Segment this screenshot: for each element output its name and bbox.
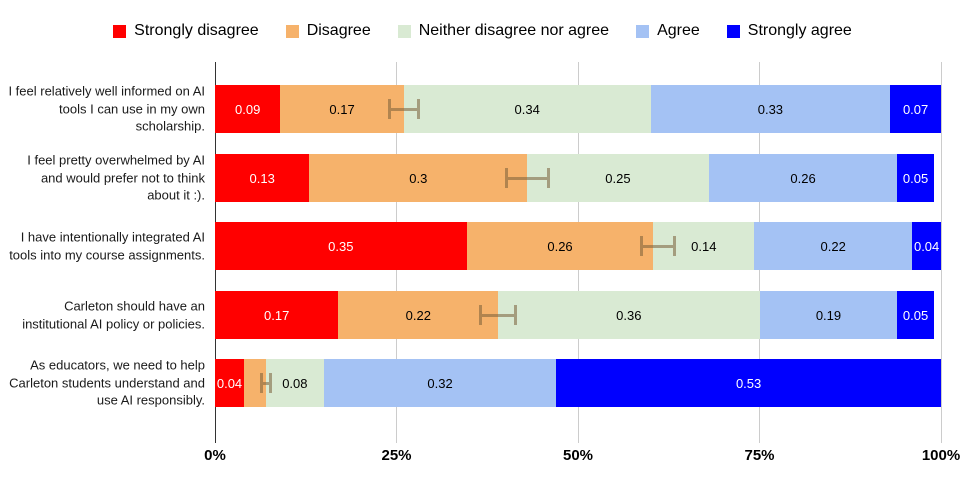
bar-segment-strongly-agree[interactable]: 0.07 bbox=[890, 85, 941, 133]
segment-value-label: 0.04 bbox=[216, 375, 243, 391]
bar-segment-disagree[interactable]: 0.22 bbox=[338, 291, 499, 339]
legend-swatch-icon bbox=[726, 24, 740, 38]
segment-value-label: 0.22 bbox=[820, 238, 846, 254]
category-label: I feel relatively well informed on AI to… bbox=[8, 83, 205, 134]
segment-value-label: 0.36 bbox=[616, 307, 642, 323]
chart-legend: Strongly disagree Disagree Neither disagre… bbox=[0, 18, 965, 44]
category-label: Carleton should have an institutional AI… bbox=[22, 298, 205, 331]
category-label: I feel pretty overwhelmed by AI and woul… bbox=[27, 152, 205, 203]
legend-item-neither-disagree-nor-agree[interactable]: Neither disagree nor agree bbox=[397, 22, 610, 40]
bar-segment-disagree[interactable]: 0.3 bbox=[309, 154, 528, 202]
segment-value-label: 0.26 bbox=[547, 238, 573, 254]
segment-value-label: 0.33 bbox=[757, 101, 784, 117]
bar-segment-neither-disagree-nor-agree[interactable]: 0.14 bbox=[653, 222, 755, 270]
segment-value-label: 0.26 bbox=[790, 170, 816, 186]
bar-segment-agree[interactable]: 0.26 bbox=[708, 154, 898, 202]
legend-swatch-icon bbox=[113, 24, 127, 38]
segment-value-label: 0.04 bbox=[913, 238, 940, 254]
bar-segment-disagree[interactable]: 0.17 bbox=[280, 85, 404, 133]
legend-item-strongly-disagree[interactable]: Strongly disagree bbox=[113, 22, 259, 40]
bar-segment-strongly-agree[interactable]: 0.04 bbox=[912, 222, 941, 270]
bar-segment-agree[interactable]: 0.33 bbox=[650, 85, 891, 133]
segment-value-label: 0.17 bbox=[264, 307, 290, 323]
category-label: As educators, we need to help Carleton s… bbox=[9, 357, 205, 408]
bar-segment-disagree[interactable] bbox=[244, 359, 266, 407]
legend-label: Agree bbox=[657, 22, 700, 39]
segment-value-label: 0.25 bbox=[605, 170, 631, 186]
legend-label: Strongly disagree bbox=[134, 22, 259, 39]
bar-segment-disagree[interactable]: 0.26 bbox=[466, 222, 654, 270]
segment-value-label: 0.14 bbox=[691, 238, 717, 254]
bar-segment-agree[interactable]: 0.32 bbox=[323, 359, 557, 407]
legend-swatch-icon bbox=[397, 24, 411, 38]
bar-segment-neither-disagree-nor-agree[interactable]: 0.08 bbox=[265, 359, 324, 407]
segment-value-label: 0.19 bbox=[815, 307, 842, 323]
segment-value-label: 0.34 bbox=[514, 101, 540, 117]
bar-segment-neither-disagree-nor-agree[interactable]: 0.34 bbox=[403, 85, 651, 133]
legend-label: Neither disagree nor agree bbox=[418, 22, 610, 39]
segment-value-label: 0.3 bbox=[409, 170, 428, 186]
bar-row: 0.04 0.08 0.32 0.53 bbox=[215, 359, 941, 407]
segment-value-label: 0.08 bbox=[282, 375, 308, 391]
segment-value-label: 0.05 bbox=[902, 170, 929, 186]
x-axis-tick-label: 75% bbox=[744, 447, 775, 464]
segment-value-label: 0.53 bbox=[735, 375, 762, 391]
x-axis-tick-label: 100% bbox=[921, 447, 961, 464]
bar-segment-strongly-disagree[interactable]: 0.13 bbox=[215, 154, 310, 202]
x-axis-tick-label: 25% bbox=[381, 447, 412, 464]
legend-label: Disagree bbox=[306, 22, 371, 39]
x-axis-tick-label: 50% bbox=[562, 447, 594, 464]
legend-label: Strongly agree bbox=[747, 22, 852, 39]
bar-segment-strongly-disagree[interactable]: 0.35 bbox=[215, 222, 467, 270]
segment-value-label: 0.05 bbox=[902, 307, 929, 323]
bar-segment-strongly-disagree[interactable]: 0.09 bbox=[215, 85, 281, 133]
segment-value-label: 0.35 bbox=[328, 238, 354, 254]
bar-row: 0.13 0.3 0.25 0.26 0.05 bbox=[215, 154, 941, 202]
bar-segment-agree[interactable]: 0.19 bbox=[759, 291, 898, 339]
segment-value-label: 0.13 bbox=[249, 170, 275, 186]
legend-item-strongly-agree[interactable]: Strongly agree bbox=[726, 22, 852, 40]
bar-segment-strongly-disagree[interactable]: 0.17 bbox=[215, 291, 339, 339]
bar-segment-strongly-agree[interactable]: 0.53 bbox=[556, 359, 941, 407]
bar-segment-strongly-disagree[interactable]: 0.04 bbox=[215, 359, 245, 407]
x-axis-tick-label: 0% bbox=[204, 447, 226, 464]
category-label: I have intentionally integrated AI tools… bbox=[9, 229, 205, 262]
bar-segment-neither-disagree-nor-agree[interactable]: 0.25 bbox=[527, 154, 709, 202]
bar-row: 0.35 0.26 0.14 0.22 0.04 bbox=[215, 222, 941, 270]
bar-segment-strongly-agree[interactable]: 0.05 bbox=[897, 154, 934, 202]
bar-row: 0.17 0.22 0.36 0.19 0.05 bbox=[215, 291, 941, 339]
segment-value-label: 0.32 bbox=[427, 375, 453, 391]
segment-value-label: 0.07 bbox=[902, 101, 929, 117]
legend-swatch-icon bbox=[285, 24, 299, 38]
bar-row: 0.09 0.17 0.34 0.33 0.07 bbox=[215, 85, 941, 133]
legend-swatch-icon bbox=[636, 24, 650, 38]
legend-item-disagree[interactable]: Disagree bbox=[285, 22, 371, 40]
gridline bbox=[940, 62, 942, 443]
segment-value-label: 0.17 bbox=[329, 101, 355, 117]
bar-segment-neither-disagree-nor-agree[interactable]: 0.36 bbox=[498, 291, 760, 339]
legend-item-agree[interactable]: Agree bbox=[636, 22, 700, 40]
segment-value-label: 0.09 bbox=[235, 101, 261, 117]
bar-segment-strongly-agree[interactable]: 0.05 bbox=[897, 291, 934, 339]
segment-value-label: 0.22 bbox=[405, 307, 431, 323]
bar-segment-agree[interactable]: 0.22 bbox=[754, 222, 913, 270]
